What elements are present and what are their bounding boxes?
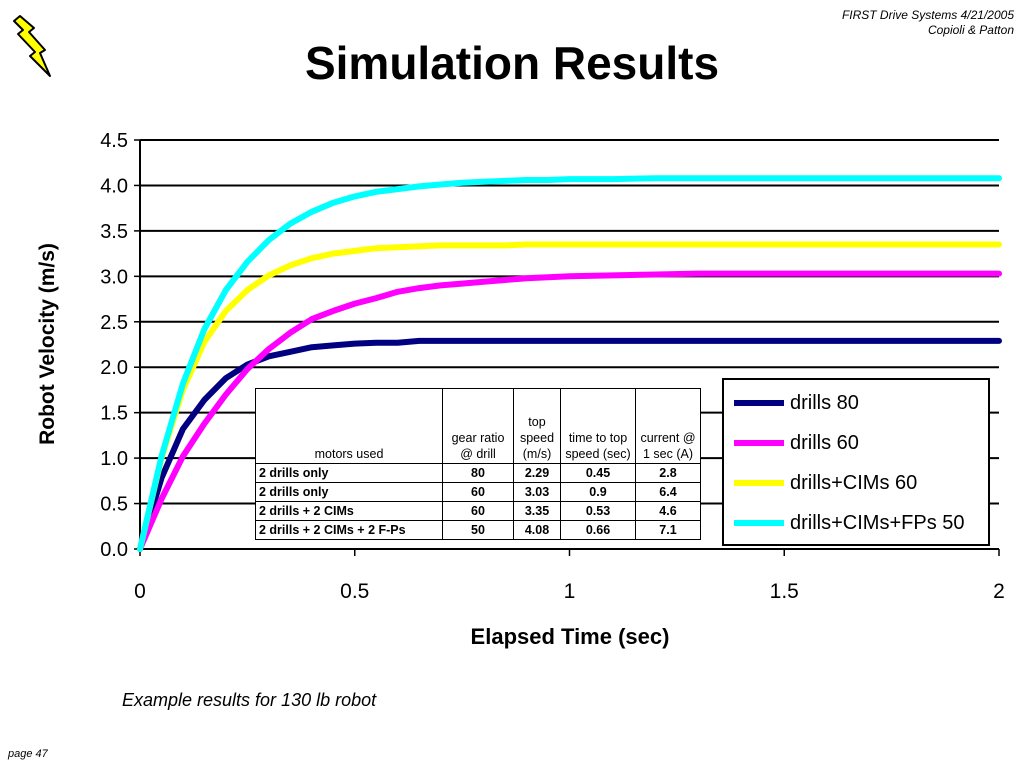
table-cell: 80 [442,463,514,483]
axes [134,139,1000,556]
legend-label: drills 80 [790,391,859,414]
table-row: 2 drills + 2 CIMs + 2 F-Ps 50 4.08 0.66 … [255,520,701,540]
table-cell: 0.9 [560,482,636,502]
slide-title: Simulation Results [304,37,720,89]
x-tick-label: 0.5 [340,580,369,603]
table-cell: 60 [442,482,514,502]
y-tick-label: 0.5 [100,494,128,516]
table-cell: 50 [442,520,514,540]
table-cell: 2 drills only [255,463,443,483]
page-number: page 47 [8,748,48,760]
table-cell: 60 [442,501,514,521]
legend-swatch [734,520,784,526]
table-cell: 2.8 [635,463,701,483]
series-line-3 [137,241,1002,552]
table-row: 2 drills only 60 3.03 0.9 6.4 [255,482,701,502]
legend-label: drills+CIMs+FPs 50 [790,511,965,534]
y-tick-label: 2.0 [100,357,128,379]
header-line-2: Copioli & Patton [927,23,1014,37]
table-row: 2 drills + 2 CIMs 60 3.35 0.53 4.6 [255,501,701,521]
header-line-1: FIRST Drive Systems 4/21/2005 [841,8,1014,22]
header-note: FIRST Drive Systems 4/21/2005 Copioli & … [842,8,1014,38]
legend-swatch [734,400,784,406]
series-line-4 [137,175,1002,552]
tick-labels: 0.0 0.5 1.0 1.5 2.0 2.5 3.0 3.5 4.0 4.5 0 0.5 1 1.5 2 [100,130,1005,603]
x-tick-label: 1.5 [770,580,799,603]
x-tick-label: 0 [134,580,146,603]
legend-swatch [734,480,784,486]
lightning-bolt-icon [13,15,51,77]
legend-item: drills+CIMs+FPs 50 [734,508,965,538]
table-cell: 2 drills only [255,482,443,502]
y-tick-label: 4.0 [100,175,128,197]
table-cell: 0.53 [560,501,636,521]
x-axis-title: Elapsed Time (sec) [470,624,670,649]
table-cell: 0.66 [560,520,636,540]
y-tick-label: 4.5 [100,130,128,152]
table-header-cell: current @ 1 sec (A) [635,388,701,464]
legend-label: drills+CIMs 60 [790,471,918,494]
table-cell: 0.45 [560,463,636,483]
legend-item: drills 60 [734,428,859,458]
table-cell: 2 drills + 2 CIMs [255,501,443,521]
table-cell: 4.6 [635,501,701,521]
table-cell: 2 drills + 2 CIMs + 2 F-Ps [255,520,443,540]
legend-item: drills 80 [734,388,859,418]
y-tick-label: 1.0 [100,448,128,470]
table-cell: 2.29 [513,463,561,483]
table-header-cell: gear ratio @ drill [442,388,514,464]
table-cell: 3.35 [513,501,561,521]
x-tick-label: 2 [993,580,1005,603]
legend-swatch [734,440,784,446]
y-axis-title: Robot Velocity (m/s) [36,243,59,445]
series-line-1 [137,337,1002,552]
table-cell: 6.4 [635,482,701,502]
y-tick-label: 2.5 [100,312,128,334]
series-lines [137,175,1002,552]
legend-label: drills 60 [790,431,859,454]
results-table: motors used gear ratio @ drill top speed… [255,388,701,540]
y-tick-label: 3.5 [100,221,128,243]
chart-legend: drills 80 drills 60 drills+CIMs 60 drill… [722,378,990,546]
table-header-row: motors used gear ratio @ drill top speed… [255,388,701,464]
series-line-2 [137,270,1002,552]
table-cell: 4.08 [513,520,561,540]
legend-item: drills+CIMs 60 [734,468,917,498]
table-header-cell: motors used [255,388,443,464]
table-cell: 7.1 [635,520,701,540]
y-tick-label: 3.0 [100,266,128,288]
slide-caption: Example results for 130 lb robot [122,690,377,710]
table-row: 2 drills only 80 2.29 0.45 2.8 [255,463,701,483]
x-tick-label: 1 [564,580,576,603]
table-header-cell: time to top speed (sec) [560,388,636,464]
y-tick-label: 1.5 [100,403,128,425]
y-tick-label: 0.0 [100,539,128,561]
table-header-cell: top speed (m/s) [513,388,561,464]
table-cell: 3.03 [513,482,561,502]
